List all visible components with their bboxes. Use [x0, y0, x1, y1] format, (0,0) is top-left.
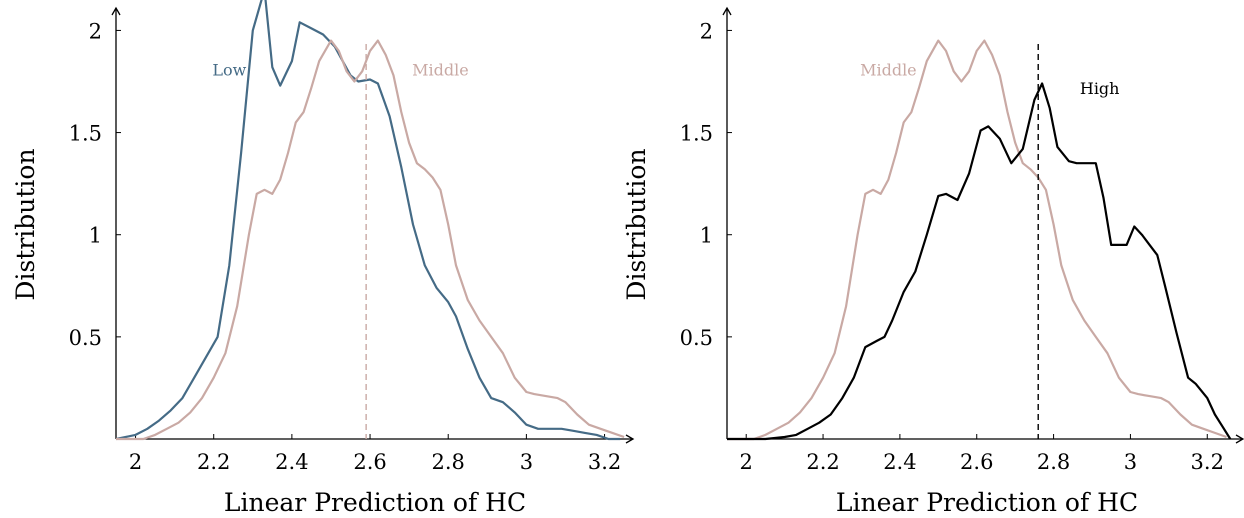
series-line-low [115, 0, 621, 441]
y-tick-label: 2 [700, 19, 713, 43]
y-tick-label: 1.5 [69, 122, 102, 146]
series-label-low: Low [212, 60, 246, 79]
x-axis-title: Linear Prediction of HC [836, 488, 1138, 517]
x-tick-label: 3 [520, 450, 533, 474]
x-tick-label: 2.2 [197, 450, 230, 474]
y-tick-label: 1 [89, 224, 102, 248]
x-tick-label: 2.2 [806, 450, 839, 474]
x-axis-arrowhead [1235, 434, 1244, 444]
series-label-middle: Middle [860, 60, 917, 79]
x-tick-label: 2.4 [275, 450, 308, 474]
y-tick-label: 1 [700, 224, 713, 248]
x-tick-label: 3 [1124, 450, 1137, 474]
y-tick-label: 0.5 [69, 326, 102, 350]
x-tick-label: 3.2 [1191, 450, 1224, 474]
x-tick-label: 2 [129, 450, 142, 474]
x-tick-label: 2.8 [1037, 450, 1070, 474]
y-tick-label: 2 [89, 19, 102, 43]
x-tick-label: 3.2 [588, 450, 621, 474]
y-tick-label: 0.5 [680, 326, 713, 350]
series-label-high: High [1080, 79, 1120, 98]
x-tick-label: 2 [740, 450, 753, 474]
y-axis-arrowhead [111, 6, 121, 16]
x-tick-label: 2.6 [960, 450, 993, 474]
series-line-high [727, 82, 1232, 441]
y-tick-label: 1.5 [680, 122, 713, 146]
left-chart: 2 2.2 2.4 2.6 2.8 3 3.2 0.5 1 1.5 2 Linear Predicti… [11, 0, 635, 517]
y-axis-arrowhead [722, 6, 732, 16]
series-line-middle [116, 39, 625, 441]
x-tick-label: 2.8 [432, 450, 465, 474]
x-tick-label: 2.4 [883, 450, 916, 474]
series-label-middle: Middle [412, 60, 469, 79]
y-axis-title: Distribution [622, 148, 651, 300]
x-tick-label: 2.6 [353, 450, 386, 474]
series-line-middle [727, 39, 1227, 441]
x-axis-title: Linear Prediction of HC [224, 488, 526, 517]
x-axis-arrowhead [625, 434, 635, 444]
y-axis-title: Distribution [11, 148, 40, 300]
right-chart: 2 2.2 2.4 2.6 2.8 3 3.2 0.5 1 1.5 2 Linear Predicti… [622, 6, 1244, 517]
